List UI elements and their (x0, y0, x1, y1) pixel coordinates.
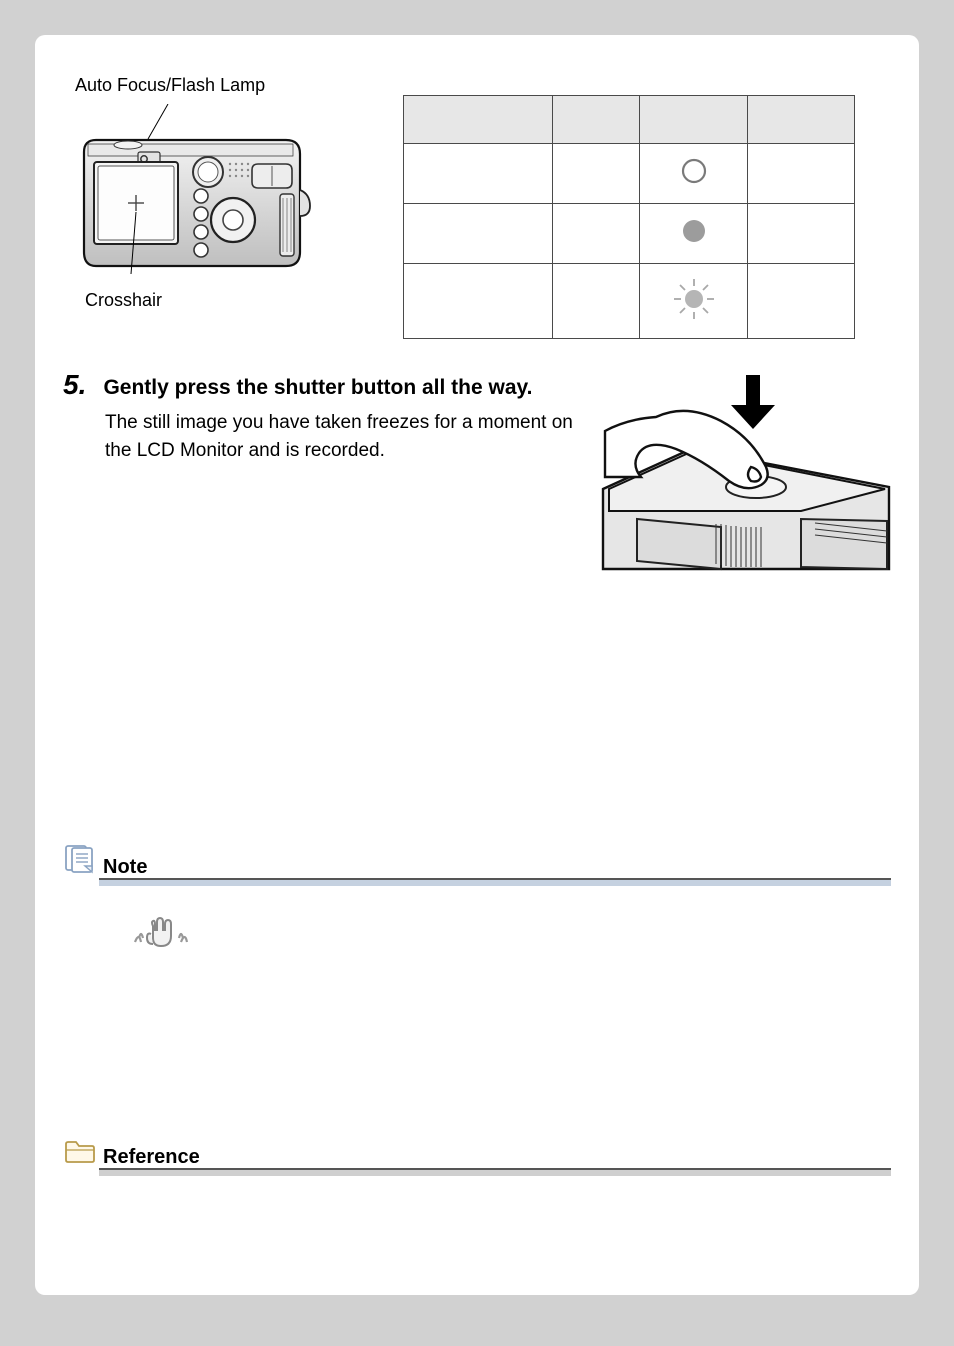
step-number: 5. (63, 369, 99, 401)
reference-title: Reference (103, 1146, 200, 1169)
crosshair-label: Crosshair (85, 290, 383, 311)
table-header-row (404, 96, 855, 144)
step-heading: Gently press the shutter button all the … (103, 376, 532, 399)
note-body (133, 916, 891, 1096)
press-shutter-illustration (601, 369, 891, 594)
hand-blur-icon (133, 939, 189, 956)
folder-icon (63, 1136, 97, 1169)
lamp-outline-icon (640, 144, 748, 204)
table-header-cell (640, 96, 748, 144)
af-flash-lamp-label: Auto Focus/Flash Lamp (75, 75, 383, 96)
manual-page: Auto Focus/Flash Lamp (35, 35, 919, 1295)
step-5-row: 5. Gently press the shutter button all t… (63, 369, 891, 594)
table-header-cell (747, 96, 854, 144)
table-row (404, 204, 855, 264)
lamp-filled-icon (640, 204, 748, 264)
camera-diagram-column: Auto Focus/Flash Lamp (63, 75, 383, 311)
reference-underline-bar (99, 1168, 891, 1176)
table-header-cell (552, 96, 639, 144)
lamp-blinking-icon (640, 264, 748, 339)
camera-back-illustration (63, 104, 383, 284)
reference-callout: Reference (63, 1136, 891, 1176)
table-row (404, 144, 855, 204)
table-header-cell (404, 96, 553, 144)
note-callout: Note (63, 844, 891, 1096)
note-title: Note (103, 856, 147, 879)
table-row (404, 264, 855, 339)
lamp-status-table (403, 95, 855, 339)
note-underline-bar (99, 878, 891, 886)
step-body: The still image you have taken freezes f… (105, 409, 581, 464)
note-icon (63, 844, 97, 879)
top-row: Auto Focus/Flash Lamp (63, 75, 891, 339)
step-5-text: 5. Gently press the shutter button all t… (63, 369, 581, 464)
